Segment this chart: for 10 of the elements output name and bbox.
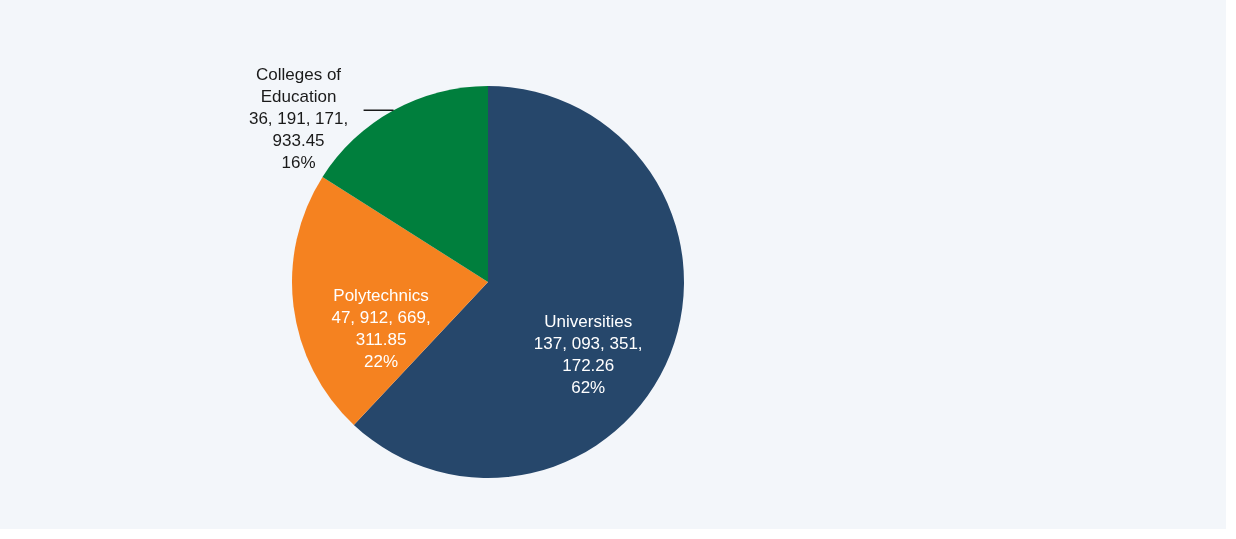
text: 36, 191, 171, 933.45 bbox=[248, 109, 349, 151]
data-label: 22% bbox=[364, 351, 399, 371]
data-label: 16% bbox=[281, 153, 316, 173]
slice-label: Polytechnics bbox=[333, 285, 429, 305]
slice-label: Colleges of Education bbox=[256, 65, 342, 107]
text: 137, 093, 351, 172.26 bbox=[533, 333, 643, 375]
slice-label: Universities bbox=[544, 311, 633, 331]
data-label: 62% bbox=[571, 377, 606, 397]
text: 47, 912, 669, 311.85 bbox=[331, 307, 431, 349]
pie-slice bbox=[292, 176, 488, 425]
